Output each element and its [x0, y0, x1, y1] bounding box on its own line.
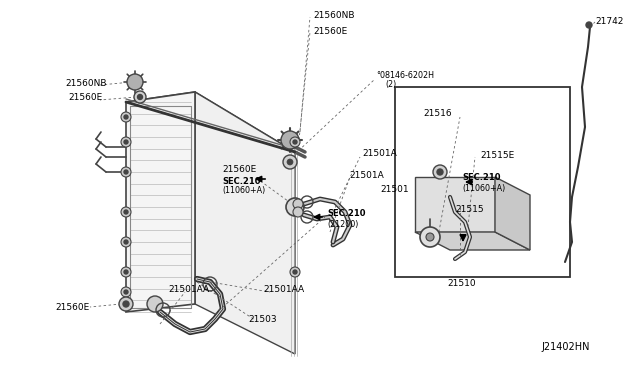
- Text: 21515: 21515: [455, 205, 484, 214]
- Text: 21503: 21503: [248, 315, 276, 324]
- Text: 21516: 21516: [423, 109, 452, 119]
- Text: J21402HN: J21402HN: [541, 342, 590, 352]
- Text: 21515E: 21515E: [480, 151, 515, 160]
- Circle shape: [290, 267, 300, 277]
- Circle shape: [293, 270, 297, 274]
- Circle shape: [121, 167, 131, 177]
- Circle shape: [293, 205, 297, 209]
- Circle shape: [124, 270, 128, 274]
- Text: (11060+A): (11060+A): [462, 185, 505, 193]
- Circle shape: [124, 115, 128, 119]
- Text: (11060+A): (11060+A): [222, 186, 265, 196]
- Circle shape: [124, 210, 128, 214]
- Circle shape: [121, 267, 131, 277]
- Circle shape: [283, 155, 297, 169]
- Circle shape: [290, 137, 300, 147]
- Text: SEC.210: SEC.210: [222, 176, 260, 186]
- Polygon shape: [126, 92, 295, 162]
- Circle shape: [134, 91, 146, 103]
- Polygon shape: [415, 177, 495, 232]
- Circle shape: [121, 112, 131, 122]
- Circle shape: [293, 207, 303, 217]
- Circle shape: [127, 74, 143, 90]
- Circle shape: [293, 199, 303, 209]
- Circle shape: [286, 198, 304, 216]
- Circle shape: [124, 170, 128, 174]
- Text: 21560E: 21560E: [313, 28, 348, 36]
- Text: 21501: 21501: [380, 186, 408, 195]
- Circle shape: [293, 140, 297, 144]
- Circle shape: [124, 290, 128, 294]
- Text: 21742: 21742: [595, 16, 623, 26]
- Circle shape: [420, 227, 440, 247]
- Text: SEC.210: SEC.210: [462, 173, 500, 183]
- Text: SEC.210: SEC.210: [327, 209, 365, 218]
- Text: 21510: 21510: [448, 279, 476, 289]
- Polygon shape: [495, 177, 530, 250]
- Text: °08146-6202H: °08146-6202H: [376, 71, 434, 80]
- Text: (2): (2): [385, 80, 396, 90]
- Circle shape: [426, 233, 434, 241]
- Text: (21200): (21200): [327, 219, 358, 228]
- Circle shape: [119, 297, 133, 311]
- Circle shape: [124, 140, 128, 144]
- Circle shape: [138, 94, 143, 99]
- Text: 21560E: 21560E: [68, 93, 102, 103]
- Circle shape: [437, 169, 443, 175]
- Circle shape: [586, 22, 592, 28]
- Text: 21501AA: 21501AA: [168, 285, 209, 295]
- Text: 21560E: 21560E: [222, 166, 256, 174]
- Polygon shape: [126, 92, 195, 312]
- Circle shape: [147, 296, 163, 312]
- Circle shape: [121, 207, 131, 217]
- Polygon shape: [415, 232, 530, 250]
- Text: 21501A: 21501A: [362, 150, 397, 158]
- Circle shape: [121, 287, 131, 297]
- Circle shape: [124, 240, 128, 244]
- Circle shape: [433, 165, 447, 179]
- Polygon shape: [195, 92, 295, 354]
- Text: 21560NB: 21560NB: [65, 78, 106, 87]
- Circle shape: [121, 237, 131, 247]
- Text: 21501AA: 21501AA: [263, 285, 304, 295]
- Circle shape: [287, 159, 293, 165]
- Text: 21560E: 21560E: [55, 302, 89, 311]
- Text: 21560NB: 21560NB: [313, 12, 355, 20]
- Circle shape: [290, 202, 300, 212]
- Bar: [395, 87, 570, 277]
- Text: 21501A: 21501A: [349, 171, 384, 180]
- Circle shape: [281, 131, 299, 149]
- Circle shape: [121, 137, 131, 147]
- Circle shape: [123, 301, 129, 307]
